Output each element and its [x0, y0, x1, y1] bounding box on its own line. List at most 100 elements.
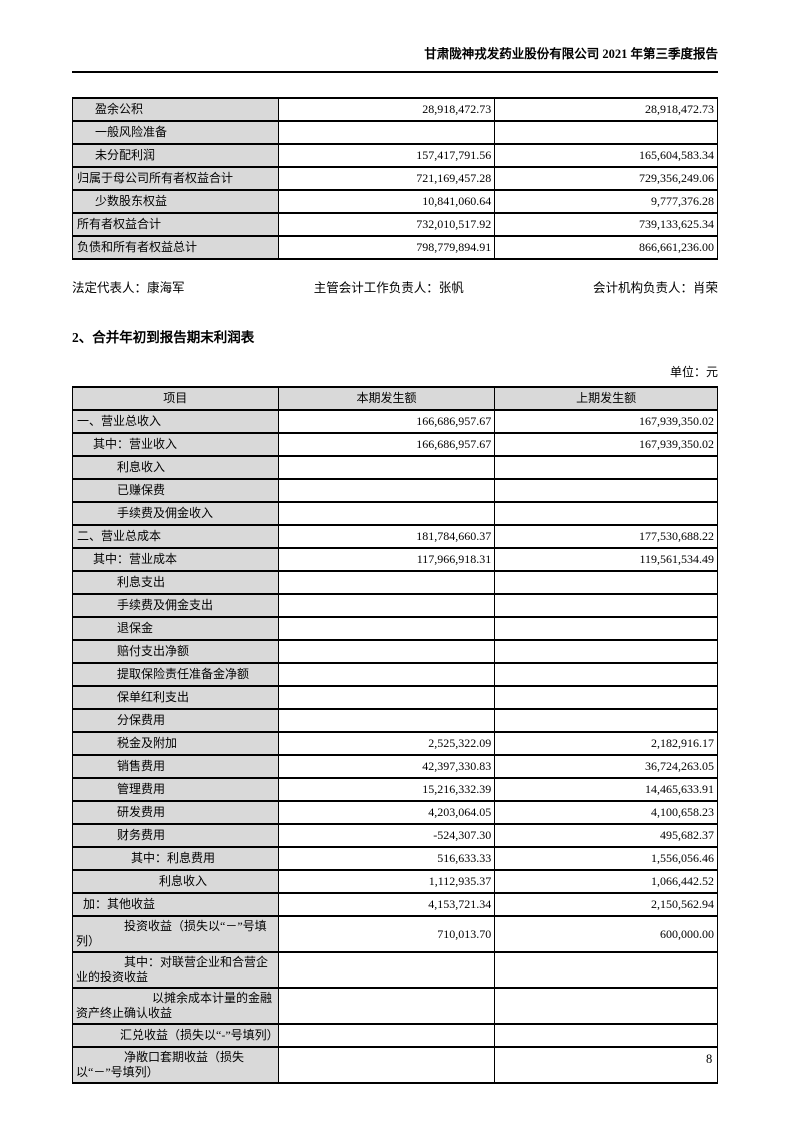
signatories-line: 法定代表人：康海军 主管会计工作负责人：张帆 会计机构负责人：肖荣: [72, 277, 718, 296]
previous-period-value: [494, 478, 718, 503]
current-period-value: 4,153,721.34: [277, 892, 496, 917]
previous-period-value: 866,661,236.00: [494, 235, 718, 260]
current-period-value: 42,397,330.83: [277, 754, 496, 779]
table-row: 投资收益（损失以“－”号填列） 710,013.70 600,000.00: [72, 915, 718, 953]
table-row: 未分配利润 157,417,791.56 165,604,583.34: [72, 143, 718, 168]
table-row: 所有者权益合计 732,010,517.92 739,133,625.34: [72, 212, 718, 237]
current-period-value: 181,784,660.37: [277, 524, 496, 549]
previous-period-value: 9,777,376.28: [494, 189, 718, 214]
current-period-value: 117,966,918.31: [277, 547, 496, 572]
previous-period-value: 177,530,688.22: [494, 524, 718, 549]
table-row: 其中：营业成本 117,966,918.31 119,561,534.49: [72, 547, 718, 572]
current-period-value: 157,417,791.56: [277, 143, 496, 168]
column-header-item: 项目: [72, 386, 279, 411]
row-label: 利息收入: [72, 455, 279, 480]
previous-period-value: 729,356,249.06: [494, 166, 718, 191]
current-period-value: [277, 708, 496, 733]
row-label: 净敞口套期收益（损失以“－”号填列）: [72, 1046, 279, 1084]
table-row: 一般风险准备: [72, 120, 718, 145]
current-period-value: [277, 120, 496, 145]
table-row: 其中：营业收入 166,686,957.67 167,939,350.02: [72, 432, 718, 457]
section-title: 2、合并年初到报告期末利润表: [72, 330, 255, 345]
page-number: 8: [706, 1052, 713, 1066]
previous-period-value: [494, 616, 718, 641]
accounting-department-head: 会计机构负责人：肖荣: [592, 281, 718, 295]
table-row: 二、营业总成本 181,784,660.37 177,530,688.22: [72, 524, 718, 549]
row-label: 销售费用: [72, 754, 279, 779]
previous-period-value: [494, 708, 718, 733]
table-row: 分保费用: [72, 708, 718, 733]
current-period-value: [277, 616, 496, 641]
row-label: 研发费用: [72, 800, 279, 825]
table-row: 盈余公积 28,918,472.73 28,918,472.73: [72, 97, 718, 122]
previous-period-value: [494, 455, 718, 480]
row-label: 未分配利润: [72, 143, 279, 168]
column-header-previous-period: 上期发生额: [494, 386, 718, 411]
current-period-value: [277, 1023, 496, 1048]
row-label: 退保金: [72, 616, 279, 641]
current-period-value: 798,779,894.91: [277, 235, 496, 260]
column-header-current-period: 本期发生额: [277, 386, 496, 411]
previous-period-value: 119,561,534.49: [494, 547, 718, 572]
previous-period-value: 36,724,263.05: [494, 754, 718, 779]
row-label: 利息支出: [72, 570, 279, 595]
previous-period-value: [494, 685, 718, 710]
previous-period-value: [494, 1046, 718, 1084]
previous-period-value: 14,465,633.91: [494, 777, 718, 802]
previous-period-value: 495,682.37: [494, 823, 718, 848]
table-row: 赔付支出净额: [72, 639, 718, 664]
row-label: 一般风险准备: [72, 120, 279, 145]
previous-period-value: [494, 593, 718, 618]
table-header-row: 项目 本期发生额 上期发生额: [72, 386, 718, 411]
row-label: 一、营业总收入: [72, 409, 279, 434]
row-label: 其中：营业收入: [72, 432, 279, 457]
table-row: 退保金: [72, 616, 718, 641]
current-period-value: 15,216,332.39: [277, 777, 496, 802]
row-label: 手续费及佣金支出: [72, 593, 279, 618]
row-label: 盈余公积: [72, 97, 279, 122]
row-label: 其中：营业成本: [72, 547, 279, 572]
report-title: 甘肃陇神戎发药业股份有限公司 2021 年第三季度报告: [424, 47, 718, 61]
row-label: 税金及附加: [72, 731, 279, 756]
table-row: 手续费及佣金收入: [72, 501, 718, 526]
row-label: 赔付支出净额: [72, 639, 279, 664]
legal-representative: 法定代表人：康海军: [72, 281, 185, 295]
current-period-value: [277, 685, 496, 710]
current-period-value: [277, 478, 496, 503]
row-label: 财务费用: [72, 823, 279, 848]
row-label: 汇兑收益（损失以“-”号填列）: [72, 1023, 279, 1048]
previous-period-value: 1,066,442.52: [494, 869, 718, 894]
previous-period-value: 167,939,350.02: [494, 432, 718, 457]
table-row: 利息收入: [72, 455, 718, 480]
table-row: 净敞口套期收益（损失以“－”号填列）: [72, 1046, 718, 1084]
table-row: 提取保险责任准备金净额: [72, 662, 718, 687]
table-row: 税金及附加 2,525,322.09 2,182,916.17: [72, 731, 718, 756]
table-row: 研发费用 4,203,064.05 4,100,658.23: [72, 800, 718, 825]
row-label: 其中：利息费用: [72, 846, 279, 871]
table-row: 一、营业总收入 166,686,957.67 167,939,350.02: [72, 409, 718, 434]
running-header: 甘肃陇神戎发药业股份有限公司 2021 年第三季度报告: [72, 46, 718, 73]
table-row: 销售费用 42,397,330.83 36,724,263.05: [72, 754, 718, 779]
row-label: 分保费用: [72, 708, 279, 733]
row-label: 其中：对联营企业和合营企业的投资收益: [72, 951, 279, 989]
current-period-value: 516,633.33: [277, 846, 496, 871]
current-period-value: [277, 593, 496, 618]
table-row: 财务费用 -524,307.30 495,682.37: [72, 823, 718, 848]
current-period-value: 28,918,472.73: [277, 97, 496, 122]
unit-note: 单位：元: [669, 365, 718, 379]
row-label: 加：其他收益: [72, 892, 279, 917]
table-row: 手续费及佣金支出: [72, 593, 718, 618]
table-row: 以摊余成本计量的金融资产终止确认收益: [72, 987, 718, 1025]
row-label: 归属于母公司所有者权益合计: [72, 166, 279, 191]
row-label: 少数股东权益: [72, 189, 279, 214]
previous-period-value: 167,939,350.02: [494, 409, 718, 434]
previous-period-value: [494, 639, 718, 664]
current-period-value: [277, 662, 496, 687]
previous-period-value: 2,182,916.17: [494, 731, 718, 756]
current-period-value: [277, 951, 496, 989]
table-row: 其中：利息费用 516,633.33 1,556,056.46: [72, 846, 718, 871]
balance-sheet-table: 盈余公积 28,918,472.73 28,918,472.73 一般风险准备 未分配利…: [72, 97, 718, 260]
row-label: 管理费用: [72, 777, 279, 802]
table-row: 已赚保费: [72, 478, 718, 503]
